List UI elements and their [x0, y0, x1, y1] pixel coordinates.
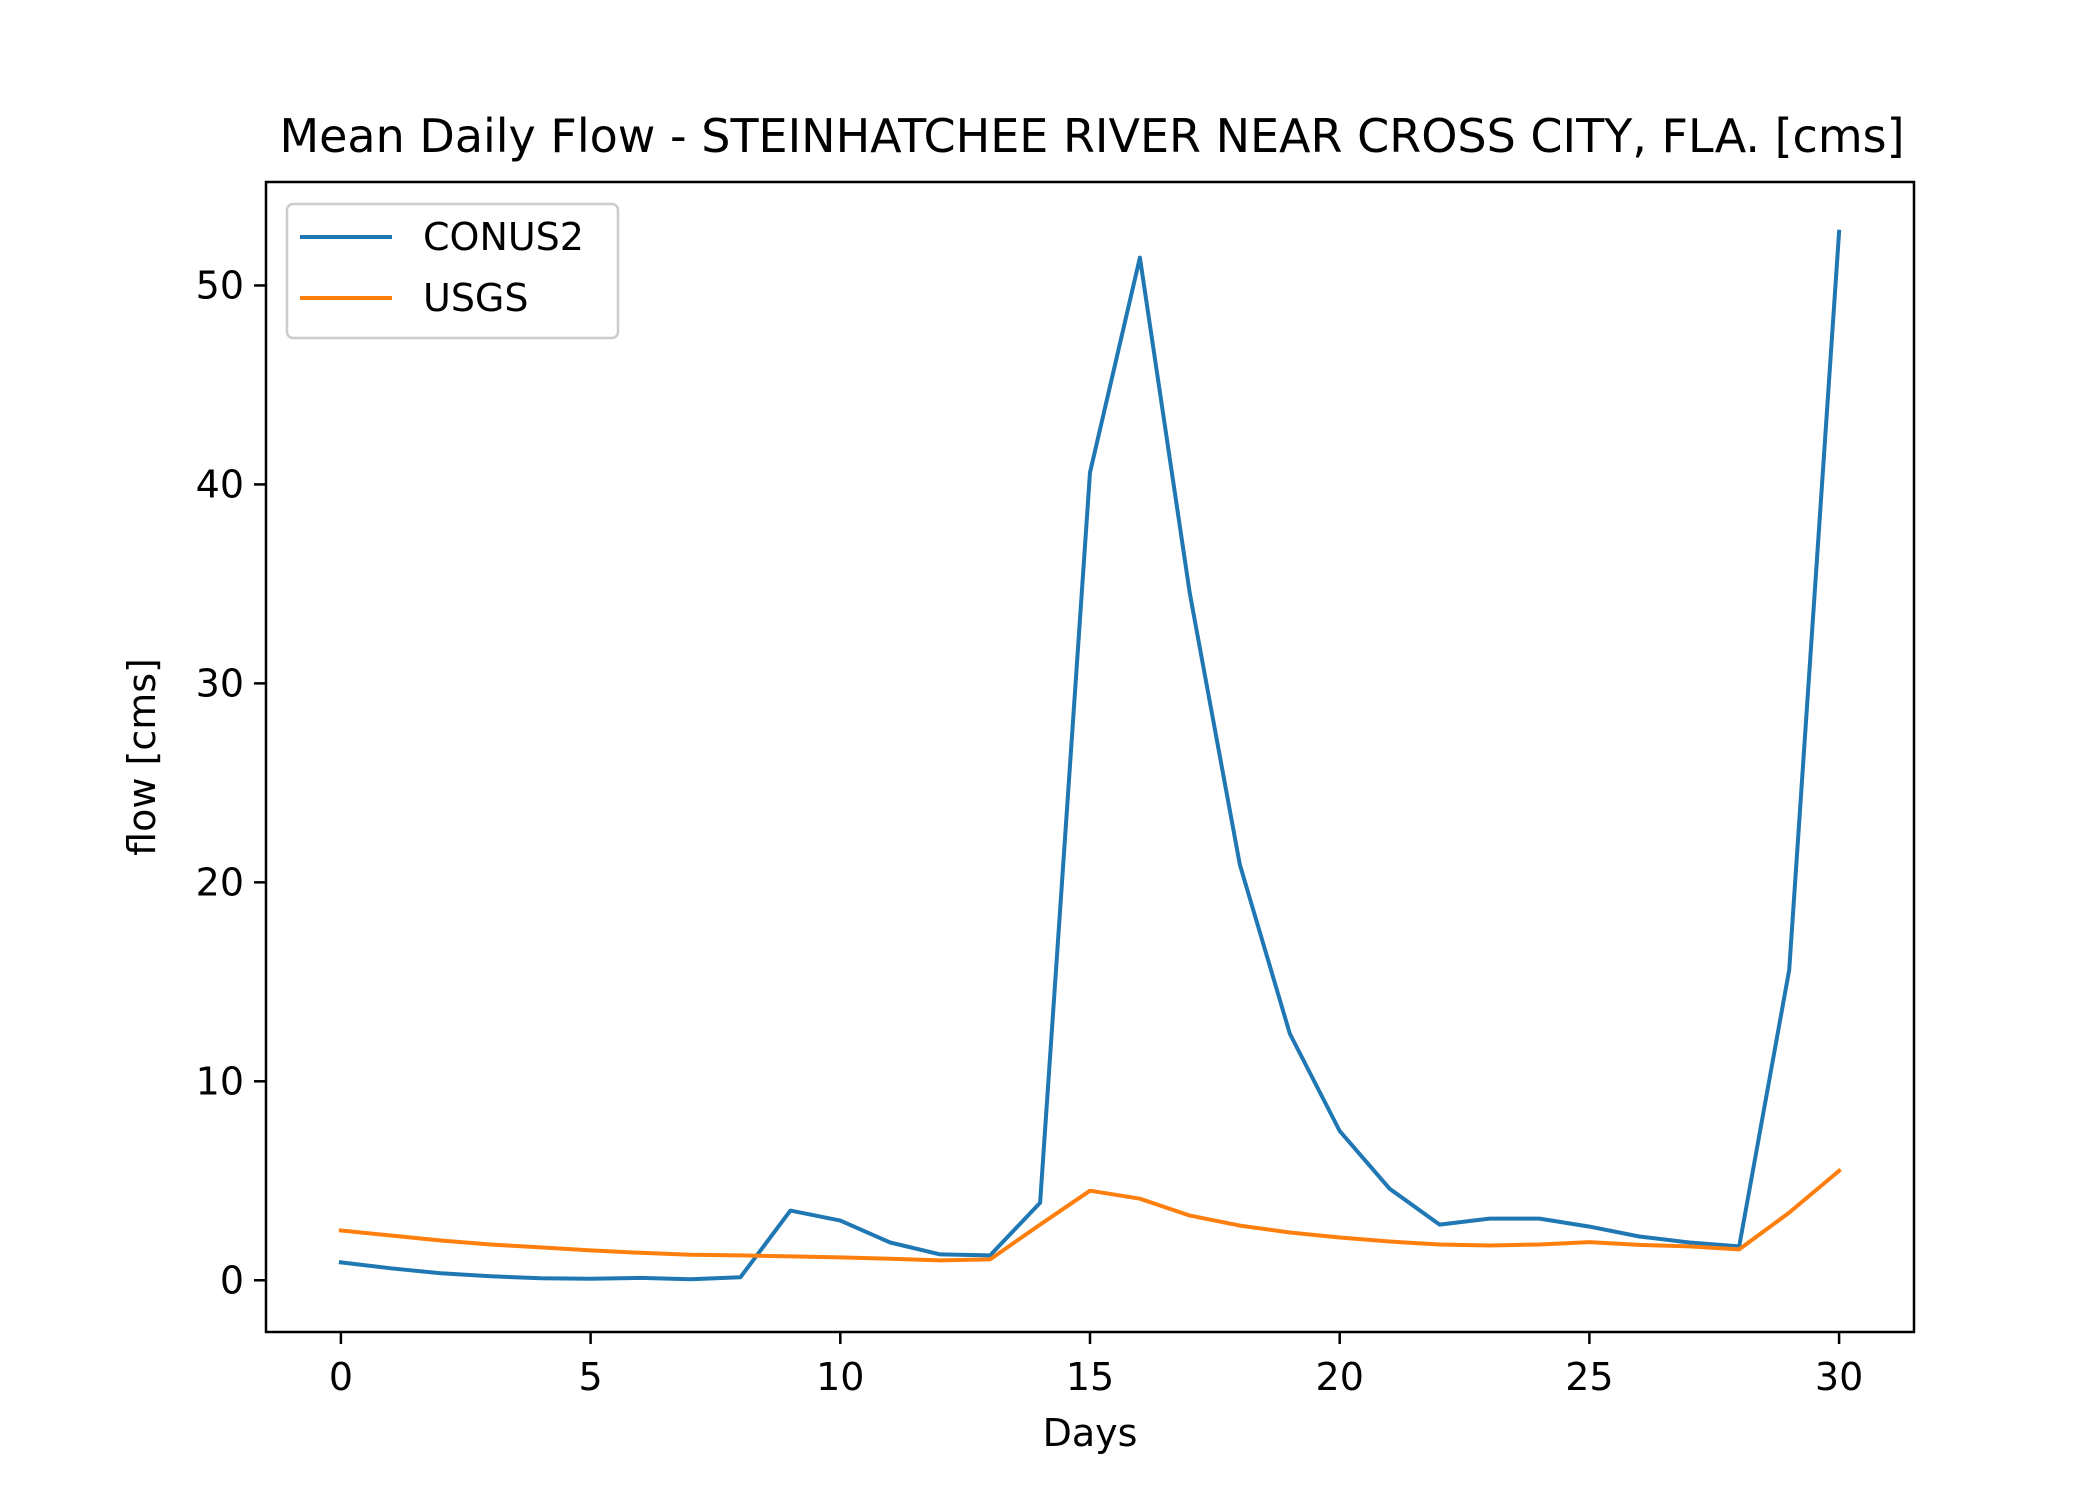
series-line-conus2	[338, 229, 1842, 1282]
y-axis-label: flow [cms]	[120, 658, 164, 856]
x-tick-label: 30	[1815, 1355, 1863, 1399]
x-tick-label: 5	[579, 1355, 603, 1399]
x-tick-label: 10	[816, 1355, 864, 1399]
ticks-layer: 0 5 10 15 20 25 30 0 10 20 30 40 50	[196, 263, 1864, 1399]
plot-area-frame	[264, 180, 1916, 1334]
legend: CONUS2 USGS	[285, 202, 620, 340]
legend-label-conus2: CONUS2	[423, 215, 584, 259]
x-tick-label: 25	[1565, 1355, 1613, 1399]
y-tick-label: 30	[196, 661, 244, 705]
y-tick-label: 10	[196, 1059, 244, 1103]
y-tick-label: 50	[196, 263, 244, 307]
x-tick-label: 0	[329, 1355, 353, 1399]
x-axis-label: Days	[1043, 1411, 1138, 1455]
y-tick-label: 40	[196, 462, 244, 506]
y-tick-label: 20	[196, 860, 244, 904]
x-tick-label: 15	[1066, 1355, 1114, 1399]
x-tick-label: 20	[1316, 1355, 1364, 1399]
y-tick-label: 0	[220, 1258, 244, 1302]
series-line-usgs	[338, 1167, 1842, 1263]
legend-label-usgs: USGS	[423, 276, 529, 320]
series-layer	[338, 229, 1842, 1282]
chart-title: Mean Daily Flow - STEINHATCHEE RIVER NEA…	[279, 109, 1904, 163]
